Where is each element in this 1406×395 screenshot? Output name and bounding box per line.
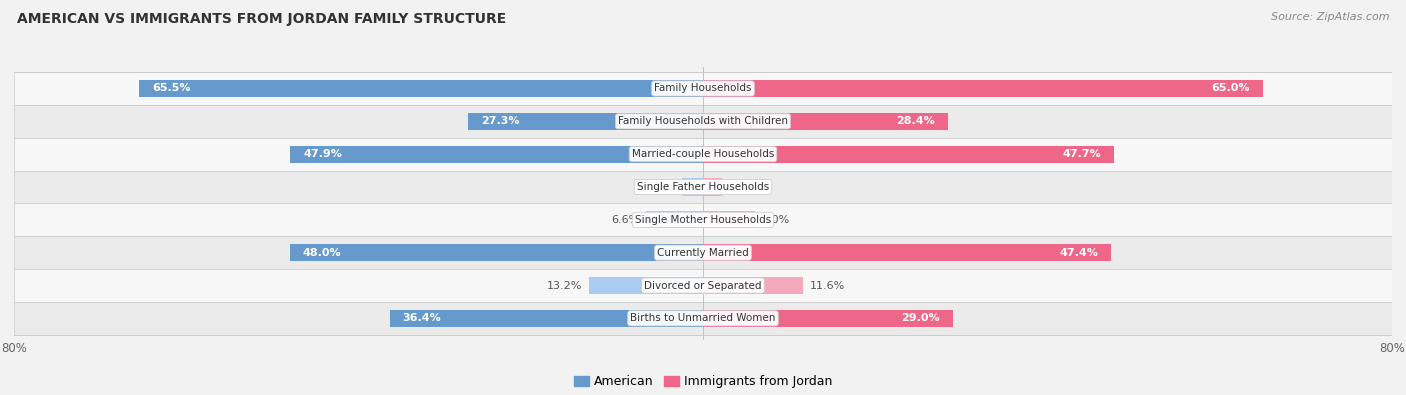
Text: 47.7%: 47.7% <box>1062 149 1101 159</box>
Bar <box>139 80 703 97</box>
Bar <box>703 113 948 130</box>
Bar <box>703 310 953 327</box>
Text: Family Households with Children: Family Households with Children <box>619 117 787 126</box>
Text: 6.0%: 6.0% <box>762 215 790 225</box>
Bar <box>682 179 703 196</box>
Bar <box>14 105 1392 138</box>
Text: Single Mother Households: Single Mother Households <box>636 215 770 225</box>
Bar <box>703 244 1111 261</box>
Text: 28.4%: 28.4% <box>896 117 935 126</box>
Bar <box>703 179 721 196</box>
Text: 6.6%: 6.6% <box>612 215 640 225</box>
Bar <box>291 146 703 163</box>
Text: Family Households: Family Households <box>654 83 752 94</box>
Text: Married-couple Households: Married-couple Households <box>631 149 775 159</box>
Bar <box>703 80 1263 97</box>
Bar <box>589 277 703 294</box>
Bar <box>14 72 1392 105</box>
Text: Births to Unmarried Women: Births to Unmarried Women <box>630 313 776 324</box>
Bar <box>14 236 1392 269</box>
Text: 11.6%: 11.6% <box>810 280 845 290</box>
Bar <box>703 277 803 294</box>
Text: 36.4%: 36.4% <box>402 313 441 324</box>
Bar <box>290 244 703 261</box>
Text: 2.4%: 2.4% <box>647 182 675 192</box>
Text: 29.0%: 29.0% <box>901 313 939 324</box>
Bar <box>14 269 1392 302</box>
Bar <box>14 203 1392 236</box>
Text: 13.2%: 13.2% <box>547 280 582 290</box>
Text: 2.2%: 2.2% <box>728 182 758 192</box>
Bar <box>468 113 703 130</box>
Text: Divorced or Separated: Divorced or Separated <box>644 280 762 290</box>
Text: AMERICAN VS IMMIGRANTS FROM JORDAN FAMILY STRUCTURE: AMERICAN VS IMMIGRANTS FROM JORDAN FAMIL… <box>17 12 506 26</box>
Text: 65.5%: 65.5% <box>152 83 190 94</box>
Bar <box>14 302 1392 335</box>
Bar <box>703 211 755 228</box>
Text: Source: ZipAtlas.com: Source: ZipAtlas.com <box>1271 12 1389 22</box>
Text: 47.9%: 47.9% <box>304 149 342 159</box>
Text: 48.0%: 48.0% <box>302 248 342 258</box>
Text: 27.3%: 27.3% <box>481 117 519 126</box>
Text: 65.0%: 65.0% <box>1212 83 1250 94</box>
Bar <box>14 138 1392 171</box>
Text: 47.4%: 47.4% <box>1059 248 1098 258</box>
Bar <box>14 171 1392 203</box>
Bar <box>389 310 703 327</box>
Legend: American, Immigrants from Jordan: American, Immigrants from Jordan <box>569 371 837 393</box>
Text: Single Father Households: Single Father Households <box>637 182 769 192</box>
Text: Currently Married: Currently Married <box>657 248 749 258</box>
Bar <box>703 146 1114 163</box>
Bar <box>647 211 703 228</box>
